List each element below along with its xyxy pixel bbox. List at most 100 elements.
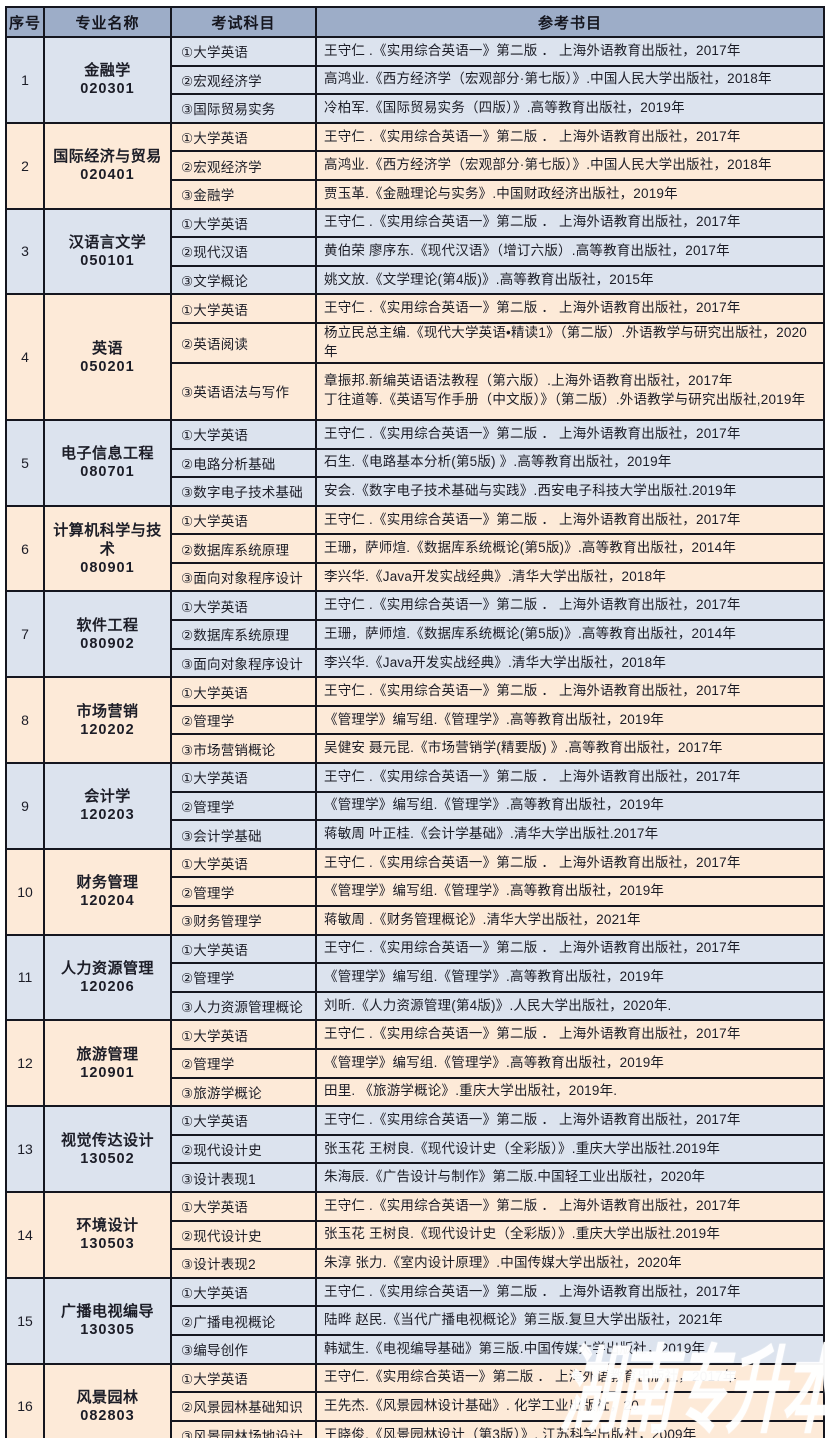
major-cell: 视觉传达设计 130502 xyxy=(43,1105,172,1193)
major-code: 130502 xyxy=(80,1150,135,1167)
reference-cell: 王守仁 .《实用综合英语一》第二版 ． 上海外语教育出版社，2017年 xyxy=(315,1105,825,1136)
major-code: 130305 xyxy=(80,1322,135,1339)
header-row: 序号 专业名称 考试科目 参考书目 xyxy=(5,6,825,38)
subject-row: ③面向对象程序设计 李兴华.《Java开发实战经典》.清华大学出版社，2018年 xyxy=(6,647,825,679)
subject-row: ③面向对象程序设计 李兴华.《Java开发实战经典》.清华大学出版社，2018年 xyxy=(6,561,825,593)
reference-cell: 王珊，萨师煊.《数据库系统概论(第5版)》.高等教育出版社，2014年 xyxy=(315,619,825,650)
major-row-group: 4 英语 050201 ①大学英语 王守仁 .《实用综合英语一》第二版 ． 上海… xyxy=(5,293,825,421)
subject-row: ③会计学基础 蒋敏周 叶正桂.《会计学基础》.清华大学出版社.2017年 xyxy=(6,819,825,850)
major-row-group: 10 财务管理 120204 ①大学英语 王守仁 .《实用综合英语一》第二版 ．… xyxy=(5,847,825,936)
subject-row: ②英语阅读 杨立民总主编.《现代大学英语•精读1》（第二版）.外语教学与研究出版… xyxy=(6,321,825,364)
subject-cell: ③文学概论 xyxy=(170,264,317,296)
reference-cell: 陆晔 赵民.《当代广播电视概论》第三版.复旦大学出版社，2021年 xyxy=(315,1305,825,1336)
row-seq: 12 xyxy=(5,1019,45,1108)
reference-cell: 王晓俊.《风景园林设计（第3版）》. 江苏科学出版社，2009年 xyxy=(315,1419,825,1438)
row-seq: 3 xyxy=(5,207,45,296)
majors-table: 序号 专业名称 考试科目 参考书目 1 金融学 020301 ①大学英语 王守仁… xyxy=(5,6,825,1438)
major-code: 080701 xyxy=(80,464,135,481)
subject-cell: ②现代设计史 xyxy=(170,1219,317,1251)
subject-row: ②风景园林基础知识 王先杰.《风景园林设计基础》. 化学工业出版社，20 xyxy=(6,1391,825,1422)
major-name: 市场营销 xyxy=(76,702,139,720)
row-seq: 7 xyxy=(5,590,45,679)
major-row-group: 3 汉语言文学 050101 ①大学英语 王守仁 .《实用综合英语一》第二版 ．… xyxy=(5,207,825,296)
subject-cell: ③财务管理学 xyxy=(170,905,317,936)
reference-cell: 石生.《电路基本分析(第5版) 》.高等教育出版社，2019年 xyxy=(315,447,825,479)
reference-cell: 王守仁 .《实用综合英语一》第二版 ． 上海外语教育出版社，2017年 xyxy=(315,933,825,965)
subject-cell: ③人力资源管理概论 xyxy=(170,990,317,1022)
major-code: 020301 xyxy=(80,81,135,98)
major-cell: 旅游管理 120901 xyxy=(43,1019,172,1108)
row-seq: 2 xyxy=(5,121,45,210)
reference-cell: 吴健安 聂元昆.《市场营销学(精要版) 》.高等教育出版社，2017年 xyxy=(315,733,825,765)
reference-cell: 王珊，萨师煊.《数据库系统概论(第5版)》.高等教育出版社，2014年 xyxy=(315,533,825,564)
reference-cell: 蒋敏周 .《财务管理概论》.清华大学出版社，2021年 xyxy=(315,905,825,936)
subject-cell: ①大学英语 xyxy=(170,1019,317,1050)
row-seq: 13 xyxy=(5,1105,45,1193)
subject-cell: ①大学英语 xyxy=(170,847,317,879)
reference-cell: 李兴华.《Java开发实战经典》.清华大学出版社，2018年 xyxy=(315,647,825,679)
major-name: 英语 xyxy=(91,339,123,357)
reference-cell: 王守仁 .《实用综合英语一》第二版 ． 上海外语教育出版社，2017年 xyxy=(315,207,825,239)
major-row-group: 13 视觉传达设计 130502 ①大学英语 王守仁 .《实用综合英语一》第二版… xyxy=(5,1105,825,1193)
subject-row: 16 风景园林 082803 ①大学英语 王守仁.《实用综合英语一》第二版 ． … xyxy=(5,1362,825,1438)
subject-cell: ③数字电子技术基础 xyxy=(170,476,317,507)
major-cell: 广播电视编导 130305 xyxy=(43,1276,172,1365)
reference-cell: 刘昕.《人力资源管理(第4版)》.人民大学出版社，2020年. xyxy=(315,990,825,1022)
subject-row: 5 电子信息工程 080701 ①大学英语 王守仁 .《实用综合英语一》第二版 … xyxy=(5,418,825,507)
subject-row: ②管理学 《管理学》编写组.《管理学》.高等教育出版社，2019年 xyxy=(6,1047,825,1079)
major-row-group: 12 旅游管理 120901 ①大学英语 王守仁 .《实用综合英语一》第二版 ．… xyxy=(5,1019,825,1108)
subject-cell: ②英语阅读 xyxy=(170,321,317,364)
subject-row: ②数据库系统原理 王珊，萨师煊.《数据库系统概论(第5版)》.高等教育出版社，2… xyxy=(6,533,825,564)
subject-row: 12 旅游管理 120901 ①大学英语 王守仁 .《实用综合英语一》第二版 ．… xyxy=(5,1019,825,1108)
major-code: 050201 xyxy=(80,358,135,375)
col-header-subjects: 考试科目 xyxy=(170,6,317,38)
subject-row: ②电路分析基础 石生.《电路基本分析(第5版) 》.高等教育出版社，2019年 xyxy=(6,447,825,479)
major-cell: 国际经济与贸易 020401 xyxy=(43,121,172,210)
subject-cell: ②广播电视概论 xyxy=(170,1305,317,1336)
major-row-group: 1 金融学 020301 ①大学英语 王守仁 .《实用综合英语一》第二版 ． 上… xyxy=(5,36,825,124)
subject-row: ③设计表现2 朱淳 张力.《室内设计原理》.中国传媒大学出版社，2020年 xyxy=(6,1248,825,1279)
reference-cell: 王守仁 .《实用综合英语一》第二版 ． 上海外语教育出版社，2017年 xyxy=(315,418,825,450)
row-seq: 10 xyxy=(5,847,45,936)
reference-cell: 王守仁 .《实用综合英语一》第二版 ． 上海外语教育出版社，2017年 xyxy=(315,1276,825,1308)
subject-cell: ③会计学基础 xyxy=(170,819,317,850)
subject-cell: ①大学英语 xyxy=(170,36,317,67)
subject-cell: ①大学英语 xyxy=(170,207,317,239)
major-code: 120202 xyxy=(80,721,135,738)
subject-row: ③国际贸易实务 冷柏军.《国际贸易实务（四版）》.高等教育出版社，2019年 xyxy=(6,93,825,124)
major-code: 120203 xyxy=(80,807,135,824)
major-code: 120901 xyxy=(80,1064,135,1081)
subject-row: 7 软件工程 080902 ①大学英语 王守仁 .《实用综合英语一》第二版 ． … xyxy=(5,590,825,679)
subject-row: ③财务管理学 蒋敏周 .《财务管理概论》.清华大学出版社，2021年 xyxy=(6,905,825,936)
subject-cell: ③市场营销概论 xyxy=(170,733,317,765)
reference-cell: 李兴华.《Java开发实战经典》.清华大学出版社，2018年 xyxy=(315,561,825,593)
subject-cell: ①大学英语 xyxy=(170,293,317,324)
subject-row: ②广播电视概论 陆晔 赵民.《当代广播电视概论》第三版.复旦大学出版社，2021… xyxy=(6,1305,825,1336)
subject-row: 6 计算机科学与技术 080901 ①大学英语 王守仁 .《实用综合英语一》第二… xyxy=(5,504,825,593)
major-cell: 环境设计 130503 xyxy=(43,1190,172,1279)
subject-cell: ①大学英语 xyxy=(170,418,317,450)
reference-cell: 王守仁 .《实用综合英语一》第二版 ． 上海外语教育出版社，2017年 xyxy=(315,676,825,707)
major-name: 软件工程 xyxy=(76,616,139,634)
subject-row: 1 金融学 020301 ①大学英语 王守仁 .《实用综合英语一》第二版 ． 上… xyxy=(5,36,825,124)
subject-cell: ③英语语法与写作 xyxy=(170,361,317,421)
subject-row: ③金融学 贾玉革.《金融理论与实务》.中国财政经济出版社，2019年 xyxy=(6,178,825,210)
reference-cell: 朱淳 张力.《室内设计原理》.中国传媒大学出版社，2020年 xyxy=(315,1248,825,1279)
major-row-group: 5 电子信息工程 080701 ①大学英语 王守仁 .《实用综合英语一》第二版 … xyxy=(5,418,825,507)
subject-cell: ①大学英语 xyxy=(170,121,317,153)
reference-cell: 王先杰.《风景园林设计基础》. 化学工业出版社，20 xyxy=(315,1391,825,1422)
subject-cell: ②数据库系统原理 xyxy=(170,533,317,564)
subject-row: ②数据库系统原理 王珊，萨师煊.《数据库系统概论(第5版)》.高等教育出版社，2… xyxy=(6,619,825,650)
subject-cell: ③设计表现2 xyxy=(170,1248,317,1279)
subject-row: 10 财务管理 120204 ①大学英语 王守仁 .《实用综合英语一》第二版 ．… xyxy=(5,847,825,936)
reference-cell: 张玉花 王树良.《现代设计史（全彩版）》.重庆大学出版社.2019年 xyxy=(315,1219,825,1251)
subject-cell: ②宏观经济学 xyxy=(170,64,317,96)
major-row-group: 6 计算机科学与技术 080901 ①大学英语 王守仁 .《实用综合英语一》第二… xyxy=(5,504,825,593)
subject-cell: ①大学英语 xyxy=(170,1105,317,1136)
major-row-group: 16 风景园林 082803 ①大学英语 王守仁.《实用综合英语一》第二版 ． … xyxy=(5,1362,825,1438)
reference-cell: 高鸿业.《西方经济学（宏观部分·第七版）》.中国人民大学出版社，2018年 xyxy=(315,64,825,96)
subject-row: ③英语语法与写作 章振邦.新编英语语法教程（第六版）.上海外语教育出版社，201… xyxy=(6,361,825,421)
subject-cell: ③面向对象程序设计 xyxy=(170,647,317,679)
subject-row: ②宏观经济学 高鸿业.《西方经济学（宏观部分·第七版）》.中国人民大学出版社，2… xyxy=(6,64,825,96)
subject-row: ③编导创作 韩斌生.《电视编导基础》第三版.中国传媒大学出版社，2019年 xyxy=(6,1333,825,1365)
